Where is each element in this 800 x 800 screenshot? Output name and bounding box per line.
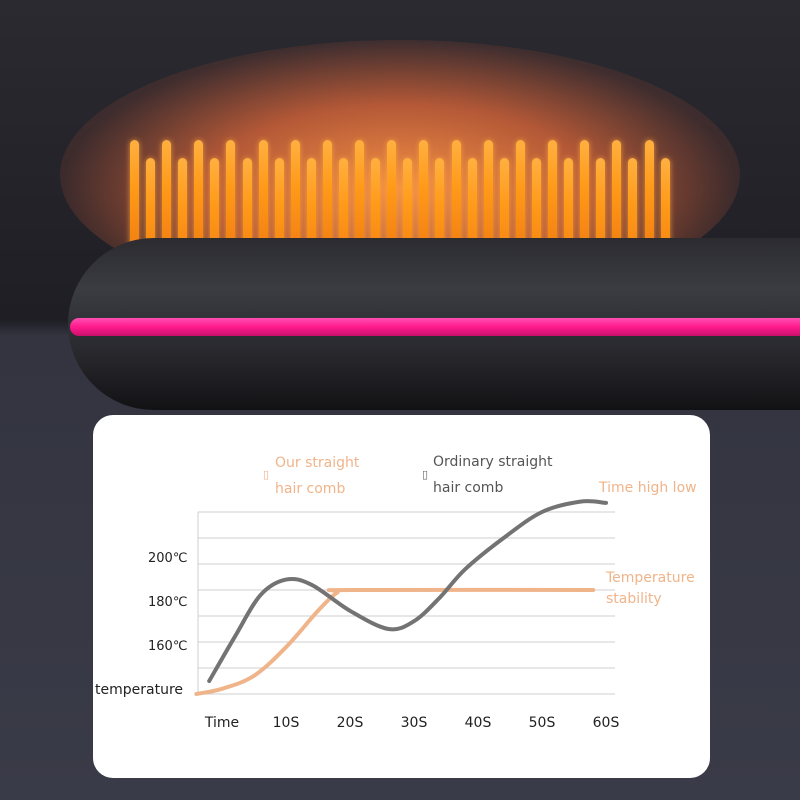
x-tick-label: 50S xyxy=(529,715,556,731)
y-axis-label: temperature xyxy=(95,682,183,698)
bristle xyxy=(178,158,188,278)
x-tick-label: 30S xyxy=(401,715,428,731)
pink-light-strip xyxy=(70,318,800,336)
series-our-comb xyxy=(194,587,596,696)
bristle xyxy=(548,140,558,260)
y-tick-180: 180℃ xyxy=(148,595,187,610)
annotation-time-high-low: Time high low xyxy=(598,480,697,496)
y-tick-160: 160℃ xyxy=(148,639,187,654)
bristle xyxy=(290,140,300,260)
x-tick-label: Time xyxy=(204,715,239,731)
bristle xyxy=(274,158,284,278)
annotation-stability: stability xyxy=(606,591,662,607)
x-tick-label: 20S xyxy=(337,715,364,731)
bristle xyxy=(322,140,332,260)
bristle xyxy=(355,140,365,260)
bristle xyxy=(130,140,139,260)
annotation-temperature: Temperature xyxy=(605,570,695,586)
bristle xyxy=(371,158,381,278)
legend-marker-our: ▯ xyxy=(263,468,269,481)
y-tick-200: 200℃ xyxy=(148,551,187,566)
bristle xyxy=(146,158,156,278)
bristle xyxy=(515,140,525,260)
bristle xyxy=(564,158,574,278)
comb-bristles xyxy=(130,140,670,278)
legend-ordinary-line2: hair comb xyxy=(433,480,503,496)
x-tick-label: 60S xyxy=(593,715,620,731)
bristle xyxy=(306,158,316,278)
chart-card xyxy=(93,415,710,778)
bristle xyxy=(435,158,445,278)
x-tick-label: 10S xyxy=(273,715,300,731)
bristle xyxy=(612,140,622,260)
bristle xyxy=(451,140,461,260)
series-ordinary-comb xyxy=(207,499,608,683)
legend-our-line1: Our straight xyxy=(275,455,360,471)
bristle xyxy=(660,158,670,278)
bristle xyxy=(194,140,204,260)
legend-marker-ordinary: ▯ xyxy=(422,468,428,481)
bristle xyxy=(210,158,220,278)
bristle xyxy=(628,158,638,278)
legend-our-line2: hair comb xyxy=(275,481,345,497)
bristle xyxy=(339,158,349,278)
bristle xyxy=(467,158,477,278)
bristle xyxy=(419,140,429,260)
bristle xyxy=(226,140,236,260)
x-tick-label: 40S xyxy=(465,715,492,731)
bristle xyxy=(531,158,541,278)
bristle xyxy=(387,140,397,260)
bristle xyxy=(162,140,172,260)
bristle xyxy=(483,140,493,260)
bristle xyxy=(403,158,413,278)
bristle xyxy=(499,158,509,278)
bristle xyxy=(242,158,252,278)
bristle xyxy=(258,140,268,260)
bristle xyxy=(580,140,590,260)
bristle xyxy=(596,158,606,278)
bristle xyxy=(644,140,654,260)
legend-ordinary-line1: Ordinary straight xyxy=(433,454,553,470)
